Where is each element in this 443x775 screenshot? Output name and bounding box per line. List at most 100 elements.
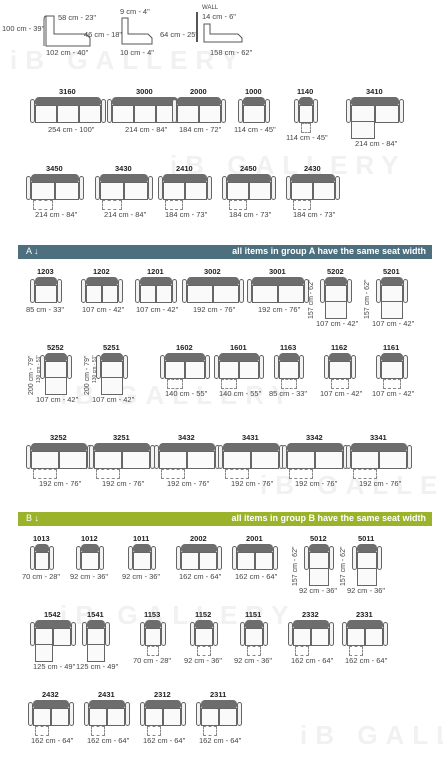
legend-wall-label: WALL [202,5,219,11]
item-3160-dimension: 254 cm - 100" [48,125,95,134]
legend-recline-a: 9 cm - 4" [120,7,150,16]
item-2450-sofa-icon [222,174,276,210]
item-2432-sofa-icon [28,700,74,736]
item-1162-code: 1162 [331,343,348,352]
wall-recliner-icon [203,23,243,43]
item-1153-code: 1153 [144,610,161,619]
item-3252-code: 3252 [50,433,67,442]
item-1012-code: 1012 [81,534,98,543]
item-1202-code: 1202 [93,267,110,276]
item-1140-dimension: 114 cm - 45" [286,133,328,142]
item-2002-code: 2002 [190,534,207,543]
item-5201-side-dimension: 157 cm - 62" [364,279,371,319]
legend-seat: 46 cm - 18" [84,30,123,39]
item-2432-code: 2432 [42,690,59,699]
item-2311-dimension: 162 cm - 64" [199,736,242,745]
item-1542-code: 1542 [44,610,61,619]
item-3432-sofa-icon [154,443,220,479]
item-3001-dimension: 192 cm - 76" [258,305,301,314]
item-2431-dimension: 162 cm - 64" [87,736,130,745]
item-1012-dimension: 92 cm - 36" [70,572,109,581]
item-5252-sofa-icon [40,353,72,395]
item-1161-code: 1161 [383,343,400,352]
item-2331-dimension: 162 cm - 64" [345,656,388,665]
item-2432-dimension: 162 cm - 64" [31,736,74,745]
item-2450-code: 2450 [240,164,257,173]
item-2430-code: 2430 [304,164,321,173]
legend-recline-c: 10 cm - 4" [120,48,154,57]
item-1203-sofa-icon [30,277,62,303]
item-1163-code: 1163 [280,343,297,352]
item-3342-code: 3342 [306,433,323,442]
item-2000-sofa-icon [172,97,226,123]
item-3430-dimension: 214 cm - 84" [104,210,147,219]
item-1161-sofa-icon [376,353,408,389]
item-5011-code: 5011 [358,534,375,543]
item-3430-sofa-icon [95,174,153,210]
item-1152-dimension: 92 cm - 36" [184,656,223,665]
item-2410-dimension: 184 cm - 73" [165,210,208,219]
item-1153-sofa-icon [140,620,166,656]
item-2002-dimension: 162 cm - 64" [179,572,222,581]
item-3432-dimension: 192 cm - 76" [167,479,210,488]
item-2001-code: 2001 [246,534,263,543]
item-1012-sofa-icon [76,544,104,570]
item-3431-dimension: 192 cm - 76" [231,479,274,488]
item-3001-sofa-icon [247,277,309,303]
item-2410-sofa-icon [158,174,212,210]
legend-recline-b: 64 cm - 25" [160,30,199,39]
group-a-label: A ↓ [26,246,39,256]
item-5012-code: 5012 [310,534,327,543]
item-2331-sofa-icon [342,620,388,656]
item-1153-dimension: 70 cm - 28" [133,656,172,665]
item-5011-sofa-icon [352,544,382,586]
item-5201-dimension: 107 cm - 42" [372,319,415,328]
item-5251-side-dimension: 200 cm - 79" [84,355,91,395]
item-1541-code: 1541 [87,610,104,619]
item-3410-dimension: 214 cm - 84" [355,139,398,148]
item-1162-dimension: 107 cm - 42" [320,389,363,398]
item-2431-code: 2431 [98,690,115,699]
item-5011-dimension: 92 cm - 36" [347,586,386,595]
item-3002-dimension: 192 cm - 76" [193,305,236,314]
item-3450-sofa-icon [26,174,84,210]
item-3341-dimension: 192 cm - 76" [359,479,402,488]
item-2312-sofa-icon [140,700,186,736]
legend-depth: 58 cm - 23" [58,13,97,22]
item-1203-code: 1203 [37,267,54,276]
item-3002-sofa-icon [182,277,244,303]
item-1542-dimension: 125 cm - 49" [33,662,76,671]
item-3252-sofa-icon [26,443,92,479]
item-3341-code: 3341 [370,433,387,442]
item-1163-dimension: 85 cm - 33" [269,389,308,398]
item-5252-side-dimension: 200 cm - 79" [28,355,35,395]
item-3450-code: 3450 [46,164,63,173]
item-1000-code: 1000 [245,87,262,96]
item-2431-sofa-icon [84,700,130,736]
item-3002-code: 3002 [204,267,221,276]
item-2410-code: 2410 [176,164,193,173]
item-2001-dimension: 162 cm - 64" [235,572,278,581]
group-b-label: B ↓ [26,513,40,523]
item-1151-sofa-icon [240,620,268,656]
item-1602-code: 1602 [176,343,193,352]
legend-wall-length: 158 cm - 62" [210,48,253,57]
item-2332-dimension: 162 cm - 64" [291,656,334,665]
item-2002-sofa-icon [176,544,222,570]
item-1140-sofa-icon [294,97,318,133]
item-1601-code: 1601 [230,343,247,352]
item-1202-dimension: 107 cm - 42" [82,305,125,314]
item-5201-code: 5201 [383,267,400,276]
item-1152-code: 1152 [195,610,212,619]
arrow-down-icon: ↓ [34,513,40,523]
item-5251-code: 5251 [103,343,120,352]
legend-wall-gap: 14 cm - 6" [202,12,236,21]
group-b-banner: B ↓ all items in group B have the same s… [18,512,432,526]
item-3430-code: 3430 [115,164,132,173]
item-1162-sofa-icon [324,353,356,389]
item-3251-dimension: 192 cm - 76" [102,479,145,488]
item-5201-sofa-icon [376,277,408,319]
group-b-title: all items in group B have the same seat … [231,513,426,523]
item-2000-code: 2000 [190,87,207,96]
item-1201-sofa-icon [135,277,177,303]
